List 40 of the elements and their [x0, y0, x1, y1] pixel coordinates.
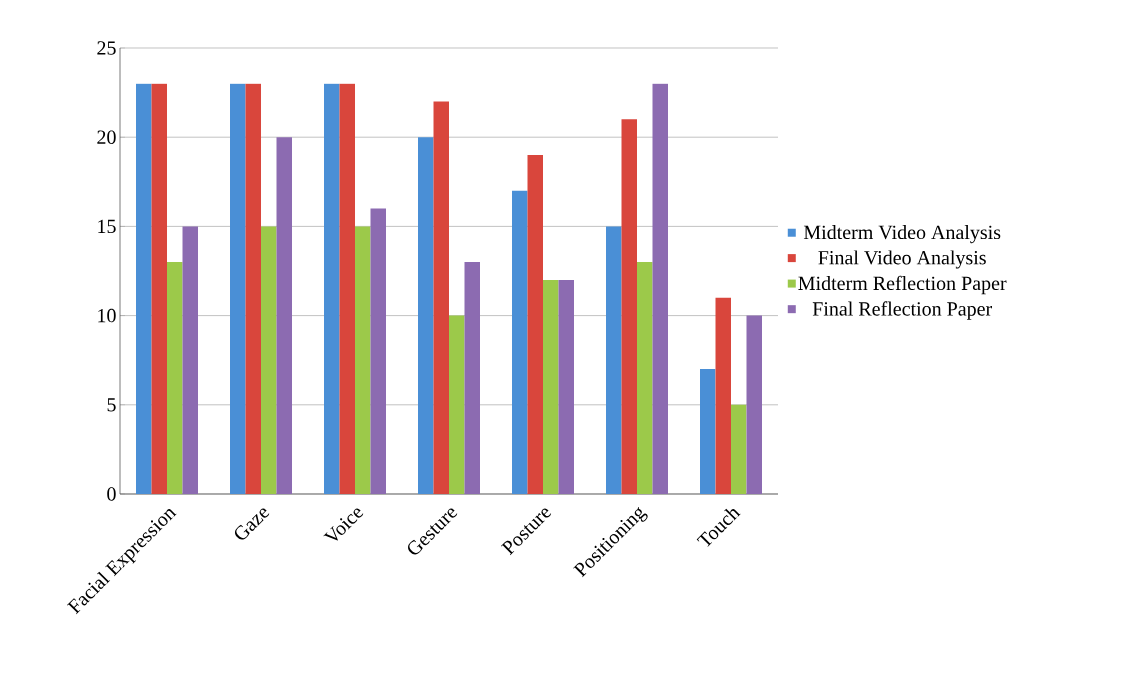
- bar: [339, 83, 355, 494]
- bar: [136, 83, 152, 494]
- bar: [418, 137, 434, 494]
- y-tick-label: 0: [107, 487, 116, 501]
- bar: [276, 137, 292, 494]
- y-tick-label: 10: [98, 308, 116, 323]
- bar: [746, 315, 762, 494]
- y-tick-label: 20: [97, 130, 116, 144]
- y-tick-label: 25: [97, 41, 116, 55]
- bar: [167, 262, 183, 494]
- legend-label: Midterm Reflection Paper: [798, 275, 1007, 295]
- bar: [449, 315, 465, 494]
- bar: [433, 101, 449, 494]
- bar: [324, 83, 340, 494]
- bar: [621, 119, 637, 494]
- bar: [558, 279, 574, 494]
- bar: [355, 226, 371, 494]
- x-tick-label: Gaze: [234, 508, 270, 540]
- bar: [151, 83, 168, 494]
- bar: [512, 190, 528, 494]
- bar: [527, 155, 543, 494]
- bar: [464, 262, 480, 494]
- bar: [261, 226, 277, 494]
- y-tick-label: 5: [107, 398, 116, 412]
- bar: [230, 83, 246, 494]
- bar: [715, 297, 731, 494]
- bar: [182, 226, 198, 494]
- y-tick-label: 15: [98, 219, 116, 234]
- bar: [652, 83, 668, 494]
- bar: [731, 404, 747, 494]
- bar: [637, 262, 653, 494]
- bar: [700, 369, 716, 494]
- legend-label: Final Reflection Paper: [812, 301, 993, 320]
- bar: [606, 226, 622, 494]
- x-tick-label: Voice: [323, 508, 364, 541]
- bar: [245, 83, 262, 494]
- legend-label: Final Video Analysis: [818, 250, 986, 269]
- bar: [370, 208, 386, 494]
- bar: [543, 279, 559, 494]
- legend-label: Midterm Video Analysis: [803, 225, 1001, 244]
